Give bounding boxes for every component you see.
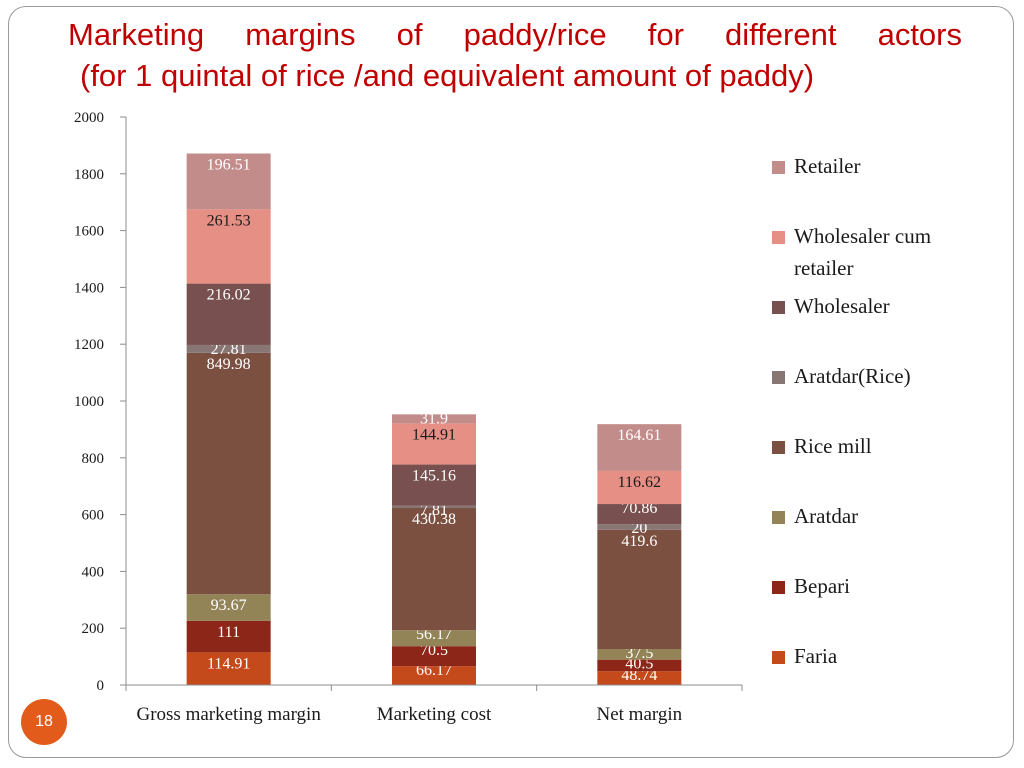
legend-label-wholesaler: Wholesaler [794, 294, 890, 318]
bar-bepari-net-margin [597, 659, 682, 672]
data-label-aratdar-marketing-cost: 56.17 [416, 626, 452, 643]
bar-wholesaler-marketing-cost [392, 464, 476, 506]
title-line-1: Marketing margins of paddy/rice for diff… [68, 17, 962, 52]
bar-faria-gross-marketing-margin [186, 652, 271, 685]
bar-aratdar-rice-net-margin [597, 524, 682, 530]
x-tick-label-marketing-cost: Marketing cost [377, 704, 492, 725]
slide-title: Marketing margins of paddy/rice for diff… [68, 14, 962, 96]
title-line-2: (for 1 quintal of rice /and equivalent a… [80, 58, 815, 93]
bar-wholesaler-cum-retailer-marketing-cost [392, 423, 476, 465]
legend-swatch-rice-mill [772, 441, 785, 454]
bar-retailer-gross-marketing-margin [186, 153, 271, 210]
bar-aratdar-gross-marketing-margin [186, 594, 271, 621]
data-label-aratdar-rice-net-margin: 20 [631, 520, 647, 537]
bar-bepari-gross-marketing-margin [186, 620, 271, 653]
bar-retailer-net-margin [597, 424, 682, 471]
slide-number-badge: 18 [21, 699, 67, 745]
bar-aratdar-marketing-cost [392, 630, 476, 647]
data-label-bepari-marketing-cost: 70.5 [420, 642, 448, 659]
data-label-retailer-net-margin: 164.61 [617, 427, 661, 444]
legend-swatch-aratdar [772, 511, 785, 524]
legend-label-bepari: Bepari [794, 574, 850, 598]
legend-swatch-retailer [772, 161, 785, 174]
data-label-aratdar-rice-marketing-cost: 7.81 [420, 502, 448, 519]
bar-bepari-marketing-cost [392, 646, 476, 667]
bar-rice-mill-net-margin [597, 529, 682, 650]
bar-faria-net-margin [597, 671, 682, 685]
legend-swatch-wholesaler [772, 301, 785, 314]
data-label-aratdar-gross-marketing-margin: 93.67 [211, 597, 247, 614]
legend-label-retailer: Retailer [794, 154, 860, 178]
data-label-wholesaler-marketing-cost: 145.16 [412, 468, 456, 485]
data-label-faria-net-margin: 48.74 [621, 667, 657, 684]
x-tick-label-gross-marketing-margin: Gross marketing margin [136, 704, 321, 725]
y-tick-label-1600: 1600 [74, 224, 104, 240]
legend-label-wholesaler-cum-retailer-line-1: Wholesaler cum [794, 224, 931, 248]
data-label-retailer-marketing-cost: 31.9 [420, 410, 448, 427]
data-label-aratdar-net-margin: 37.5 [625, 645, 653, 662]
bar-wholesaler-net-margin [597, 504, 682, 525]
y-tick-label-1200: 1200 [74, 337, 104, 353]
y-tick-label-2000: 2000 [74, 110, 104, 126]
bar-aratdar-net-margin [597, 649, 682, 660]
data-label-wholesaler-gross-marketing-margin: 216.02 [207, 287, 251, 304]
y-tick-label-200: 200 [82, 621, 105, 637]
data-label-rice-mill-marketing-cost: 430.38 [412, 511, 456, 528]
data-label-wholesaler-cum-retailer-gross-marketing-margin: 261.53 [207, 212, 251, 229]
data-label-wholesaler-net-margin: 70.86 [621, 500, 657, 517]
legend-swatch-bepari [772, 581, 785, 594]
y-tick-label-800: 800 [82, 451, 105, 467]
bar-wholesaler-cum-retailer-gross-marketing-margin [186, 209, 271, 284]
legend-swatch-wholesaler-cum-retailer [772, 231, 785, 244]
y-tick-label-1000: 1000 [74, 394, 104, 410]
y-tick-label-600: 600 [82, 508, 105, 524]
bar-aratdar-rice-gross-marketing-margin [186, 344, 271, 353]
y-tick-label-1800: 1800 [74, 167, 104, 183]
bar-wholesaler-cum-retailer-net-margin [597, 470, 682, 505]
y-tick-label-0: 0 [97, 678, 105, 694]
data-label-retailer-gross-marketing-margin: 196.51 [207, 157, 251, 174]
slide-frame [8, 6, 1014, 758]
bar-rice-mill-marketing-cost [392, 508, 476, 631]
legend-label-aratdar: Aratdar [794, 504, 858, 528]
bar-aratdar-rice-marketing-cost [392, 505, 476, 509]
data-label-rice-mill-net-margin: 419.6 [621, 533, 657, 550]
bar-faria-marketing-cost [392, 666, 476, 685]
legend-label-aratdar-rice: Aratdar(Rice) [794, 364, 911, 388]
bar-retailer-marketing-cost [392, 414, 476, 424]
x-tick-label-net-margin: Net margin [596, 704, 682, 725]
legend-label-wholesaler-cum-retailer-line-2: retailer [794, 256, 853, 280]
bar-rice-mill-gross-marketing-margin [186, 352, 271, 595]
legend-swatch-aratdar-rice [772, 371, 785, 384]
data-label-wholesaler-cum-retailer-marketing-cost: 144.91 [412, 426, 456, 443]
legend-label-faria: Faria [794, 644, 838, 668]
data-label-rice-mill-gross-marketing-margin: 849.98 [207, 356, 251, 373]
legend-swatch-faria [772, 651, 785, 664]
legend-label-rice-mill: Rice mill [794, 434, 872, 458]
data-label-bepari-gross-marketing-margin: 111 [217, 624, 240, 641]
data-label-faria-marketing-cost: 66.17 [416, 662, 452, 679]
y-tick-label-1400: 1400 [74, 280, 104, 296]
data-label-bepari-net-margin: 40.5 [625, 656, 653, 673]
data-label-faria-gross-marketing-margin: 114.91 [207, 655, 250, 672]
data-label-aratdar-rice-gross-marketing-margin: 27.81 [211, 341, 247, 358]
data-label-wholesaler-cum-retailer-net-margin: 116.62 [618, 474, 661, 491]
y-tick-label-400: 400 [82, 564, 105, 580]
bar-wholesaler-gross-marketing-margin [186, 283, 271, 345]
